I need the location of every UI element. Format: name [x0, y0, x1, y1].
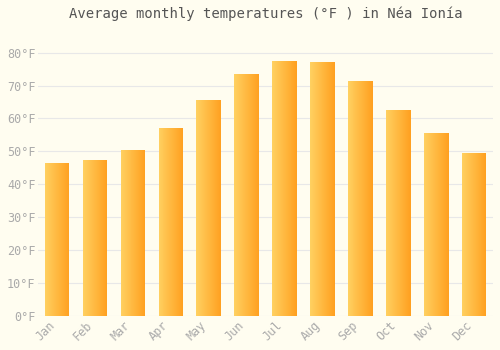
Title: Average monthly temperatures (°F ) in Néa Ionía: Average monthly temperatures (°F ) in Né…	[69, 7, 462, 21]
